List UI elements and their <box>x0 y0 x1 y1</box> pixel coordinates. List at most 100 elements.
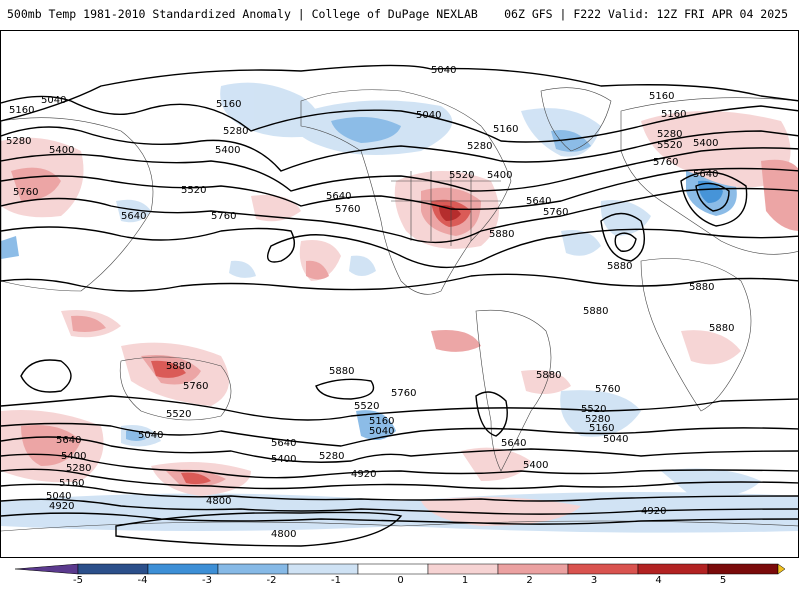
colorbar-segment <box>77 563 149 575</box>
contour-line <box>1 422 798 447</box>
africa-coastline <box>640 258 752 412</box>
contour-line <box>20 359 72 393</box>
contour-label: 5040 <box>603 434 628 445</box>
anomaly-cold-blob <box>349 255 376 276</box>
contour-label: 5640 <box>526 196 551 207</box>
anomaly-warm-blob <box>181 472 211 485</box>
anomaly-cold-blob <box>600 200 651 236</box>
contour-label: 5640 <box>121 211 146 222</box>
anomaly-cold-blob <box>561 230 601 256</box>
contour-line <box>1 468 798 490</box>
model-run-info: 06Z GFS | F222 Valid: 12Z FRI APR 04 202… <box>504 7 788 21</box>
colorbar-segment <box>427 563 499 575</box>
contour-label: 5280 <box>657 129 682 140</box>
contour-line <box>1 453 798 479</box>
contour-label: 5040 <box>41 95 66 106</box>
greenland-coastline <box>540 87 612 152</box>
contour-line <box>475 391 508 437</box>
contour-label: 5160 <box>9 105 34 116</box>
contour-label: 5760 <box>653 157 678 168</box>
contour-line <box>1 147 798 192</box>
contour-label: 5400 <box>49 145 74 156</box>
anomaly-warm-blob <box>521 370 571 395</box>
contour-label: 5280 <box>319 451 344 462</box>
anomaly-warm-blob <box>151 360 186 378</box>
anomaly-cold-blob <box>126 430 146 441</box>
colorbar-segment <box>637 563 709 575</box>
contour-label: 5760 <box>211 211 236 222</box>
contour-label: 5880 <box>166 361 191 372</box>
contour-label: 5640 <box>56 435 81 446</box>
contour-label: 5040 <box>138 430 163 441</box>
contour-line <box>1 273 798 292</box>
colorbar-tick-label: 5 <box>719 575 727 586</box>
contour-label: 5760 <box>543 207 568 218</box>
anomaly-cold-blob <box>229 260 256 278</box>
height-contours <box>1 64 798 547</box>
colorbar-tick-label: 4 <box>655 575 662 586</box>
contour-label: 5400 <box>215 145 240 156</box>
anomaly-cold-blob <box>331 117 401 143</box>
contour-line <box>315 378 375 400</box>
anomaly-colorbar <box>14 563 786 575</box>
anomaly-warm-blob <box>306 260 329 280</box>
contour-label: 5400 <box>523 460 548 471</box>
contour-label: 5280 <box>6 136 31 147</box>
colorbar-segment <box>217 563 289 575</box>
contour-line <box>1 395 798 421</box>
colorbar-segment <box>147 563 219 575</box>
anomaly-warm-blob <box>461 447 531 481</box>
contour-label: 4920 <box>641 506 666 517</box>
map-header: 500mb Temp 1981-2010 Standardized Anomal… <box>0 0 800 30</box>
anomaly-warm-blob <box>761 159 798 231</box>
contour-line <box>1 226 798 269</box>
colorbar-tick-label: -4 <box>137 575 148 586</box>
colorbar-tick-label: -3 <box>202 575 212 586</box>
contour-line <box>1 483 798 502</box>
contour-label: 5400 <box>693 138 718 149</box>
colorbar-tick-label: 0 <box>397 575 404 586</box>
contour-label: 5640 <box>326 191 351 202</box>
contour-label: 5880 <box>709 323 734 334</box>
anomaly-map: 5040 5040 5160 5280 5400 5760 5640 5160 … <box>0 30 799 558</box>
contour-label: 5520 <box>354 401 379 412</box>
contour-label: 5400 <box>61 451 86 462</box>
colorbar-tick-label: -5 <box>73 575 83 586</box>
contour-label: 5520 <box>181 185 206 196</box>
contour-label: 5640 <box>501 438 526 449</box>
contour-label: 5880 <box>689 282 714 293</box>
contour-line <box>1 95 798 143</box>
colorbar-tick-label: 3 <box>590 575 598 586</box>
contour-label: 5160 <box>493 124 518 135</box>
contour-label: 5280 <box>467 141 492 152</box>
colorbar-tick-label: 2 <box>526 575 533 586</box>
contour-label: 5160 <box>369 416 394 427</box>
colorbar-segment <box>357 563 429 575</box>
contour-line <box>1 436 798 463</box>
contour-label: 5160 <box>589 423 614 434</box>
contour-label: 5160 <box>661 109 686 120</box>
colorbar-segment <box>707 563 779 575</box>
contour-label: 5040 <box>369 426 394 437</box>
colorbar-max-arrow <box>777 563 786 575</box>
colorbar-segments <box>14 563 786 575</box>
contour-line <box>1 64 798 122</box>
contour-label: 5160 <box>216 99 241 110</box>
contour-label: 5640 <box>271 438 296 449</box>
map-svg: 5040 5040 5160 5280 5400 5760 5640 5160 … <box>1 64 798 547</box>
contour-label: 4920 <box>49 501 74 512</box>
colorbar-segment <box>567 563 639 575</box>
anomaly-warm-blob <box>431 330 481 352</box>
contour-label: 5520 <box>449 170 474 181</box>
contour-label: 5640 <box>693 169 718 180</box>
contour-line <box>680 171 748 227</box>
anomaly-warm-blob <box>251 195 301 222</box>
contour-label: 5280 <box>66 463 91 474</box>
eurasia-coastline <box>620 97 798 255</box>
contour-label: 5760 <box>595 384 620 395</box>
contour-label: 5520 <box>657 140 682 151</box>
north-america-coastline <box>300 89 512 295</box>
contour-label: 5760 <box>183 381 208 392</box>
south-america-coastline <box>475 309 552 472</box>
contour-label: 4800 <box>206 496 231 507</box>
